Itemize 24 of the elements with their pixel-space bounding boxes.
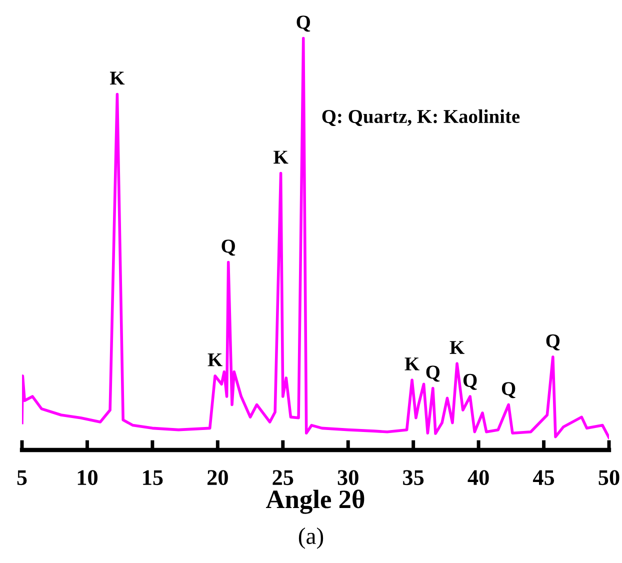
x-tick-label: 50 bbox=[598, 470, 620, 486]
annotation: K bbox=[274, 150, 288, 164]
annotation: Q bbox=[222, 240, 236, 256]
x-tick-label: 20 bbox=[207, 470, 228, 486]
annotation: K bbox=[208, 353, 222, 366]
annotation: K bbox=[404, 358, 420, 370]
x-axis-title: Angle 2θ bbox=[266, 490, 364, 514]
annotation: K bbox=[110, 72, 125, 85]
x-tick-label: 30 bbox=[338, 470, 358, 486]
x-tick-label: 15 bbox=[143, 470, 163, 486]
annotation: Q bbox=[463, 374, 477, 390]
x-tick-label: 10 bbox=[78, 470, 98, 486]
annotation: Q bbox=[426, 366, 440, 382]
annotation: K bbox=[450, 341, 464, 354]
text: (a) bbox=[298, 528, 324, 549]
x-tick-label: 40 bbox=[468, 470, 489, 486]
x-tick-label: 25 bbox=[272, 470, 294, 486]
x-tick-label: 35 bbox=[403, 470, 424, 486]
annotation: Q: Quartz, K: Kaolinite bbox=[322, 109, 520, 126]
x-tick-label: 45 bbox=[532, 470, 554, 486]
annotation: Q bbox=[502, 382, 516, 398]
x-tick-label: 5 bbox=[17, 470, 27, 486]
annotation: Q bbox=[546, 334, 560, 350]
annotation: Q bbox=[296, 16, 310, 32]
